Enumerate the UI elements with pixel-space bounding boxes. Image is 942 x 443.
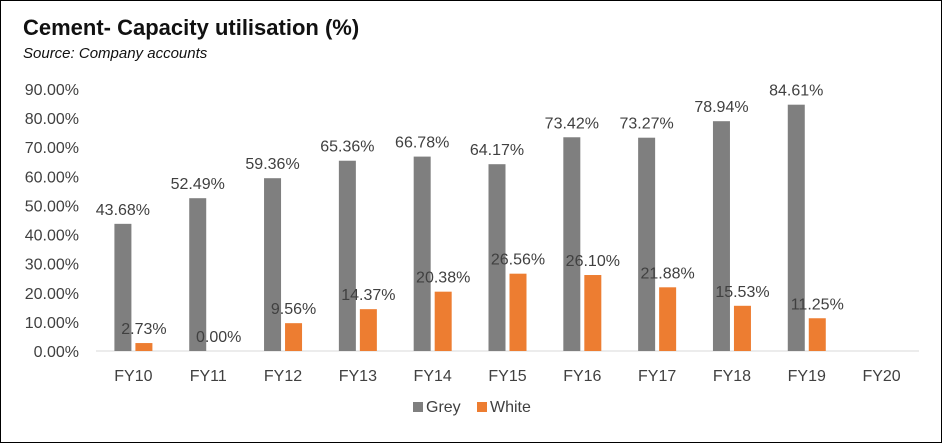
x-tick-label: FY17	[638, 368, 676, 385]
y-tick-label: 10.00%	[25, 315, 79, 332]
bar-white-fy15	[509, 273, 527, 351]
x-tick-label: FY12	[264, 368, 302, 385]
data-label-white-fy12: 9.56%	[271, 301, 316, 318]
x-tick-label: FY18	[713, 368, 751, 385]
data-label-grey-fy18: 78.94%	[694, 99, 748, 116]
data-label-white-fy18: 15.53%	[715, 284, 769, 301]
legend-label-grey: Grey	[426, 399, 461, 416]
data-label-white-fy10: 2.73%	[121, 321, 166, 338]
data-label-grey-fy15: 64.17%	[470, 142, 524, 159]
x-tick-label: FY19	[788, 368, 826, 385]
y-tick-label: 40.00%	[25, 228, 79, 245]
bar-white-fy12	[285, 323, 303, 351]
x-tick-label: FY15	[488, 368, 526, 385]
data-label-white-fy14: 20.38%	[416, 270, 470, 287]
y-tick-label: 30.00%	[25, 257, 79, 274]
data-label-grey-fy11: 52.49%	[171, 176, 225, 193]
y-tick-label: 20.00%	[25, 286, 79, 303]
data-label-white-fy11: 0.00%	[196, 329, 241, 346]
data-label-grey-fy14: 66.78%	[395, 135, 449, 152]
x-tick-label: FY10	[114, 368, 152, 385]
bar-grey-fy14	[413, 156, 431, 351]
data-label-white-fy19: 11.25%	[791, 296, 844, 313]
y-tick-label: 60.00%	[25, 169, 79, 186]
data-label-grey-fy19: 84.61%	[769, 83, 823, 100]
bar-grey-fy19	[787, 104, 805, 351]
x-tick-label: FY16	[563, 368, 601, 385]
x-tick-label: FY13	[339, 368, 377, 385]
data-label-white-fy15: 26.56%	[491, 252, 545, 269]
x-tick-label: FY11	[190, 368, 227, 385]
data-label-grey-fy10: 43.68%	[96, 202, 150, 219]
data-label-grey-fy16: 73.42%	[545, 115, 599, 132]
x-tick-label: FY14	[414, 368, 452, 385]
x-tick-label: FY20	[862, 368, 900, 385]
bar-white-fy13	[359, 309, 377, 351]
legend-swatch-white	[477, 402, 487, 412]
chart-title: Cement- Capacity utilisation (%)	[23, 15, 360, 40]
bar-grey-fy13	[338, 160, 356, 351]
chart-subtitle: Source: Company accounts	[23, 45, 208, 62]
bar-grey-fy16	[563, 137, 581, 351]
data-label-white-fy17: 21.88%	[641, 265, 695, 282]
data-label-grey-fy13: 65.36%	[320, 139, 374, 156]
y-tick-label: 80.00%	[25, 111, 79, 128]
bar-grey-fy11	[189, 198, 207, 351]
bar-grey-fy10	[114, 223, 132, 351]
legend-swatch-grey	[413, 402, 423, 412]
legend-label-white: White	[490, 399, 531, 416]
bar-grey-fy18	[712, 121, 730, 351]
bar-white-fy10	[135, 343, 153, 351]
bar-grey-fy12	[264, 178, 282, 351]
data-label-grey-fy17: 73.27%	[620, 116, 674, 133]
bar-grey-fy17	[638, 137, 656, 351]
bar-white-fy17	[659, 287, 677, 351]
bar-grey-fy15	[488, 164, 506, 351]
y-tick-label: 90.00%	[25, 82, 79, 99]
bar-white-fy16	[584, 275, 602, 351]
data-label-white-fy13: 14.37%	[341, 287, 395, 304]
data-label-grey-fy12: 59.36%	[245, 156, 299, 173]
bar-white-fy18	[733, 305, 751, 351]
data-label-white-fy16: 26.10%	[566, 253, 620, 270]
bar-white-fy14	[434, 291, 452, 351]
y-tick-label: 50.00%	[25, 198, 79, 215]
bar-white-fy19	[808, 318, 826, 351]
y-tick-label: 0.00%	[34, 344, 79, 361]
y-tick-label: 70.00%	[25, 140, 79, 157]
